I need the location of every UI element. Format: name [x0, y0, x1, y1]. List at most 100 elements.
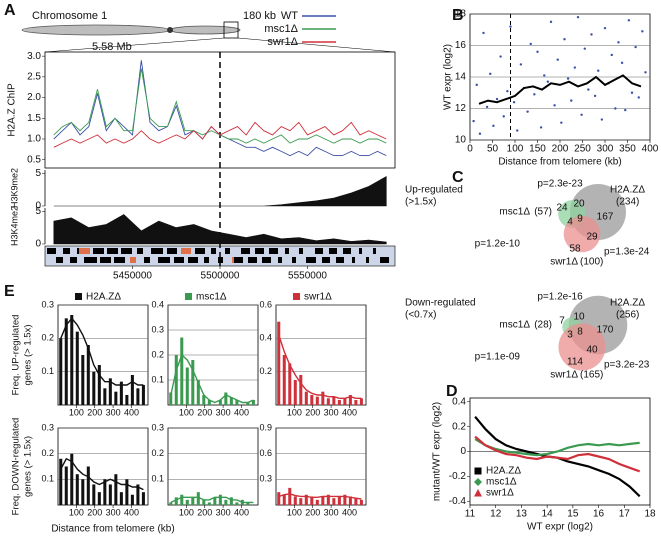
- point: [509, 25, 512, 28]
- x-tick-label: 200: [197, 507, 212, 517]
- smooth-line: [278, 334, 362, 399]
- bar: [282, 494, 286, 505]
- region-count: 4: [567, 217, 573, 228]
- legend-label: msc1Δ: [264, 23, 298, 35]
- x-tick-label: 100: [287, 407, 302, 417]
- gene: [315, 248, 323, 254]
- smooth-line: [278, 493, 362, 500]
- bar: [354, 498, 358, 505]
- x-tick-label: 300: [216, 507, 231, 517]
- bar: [81, 355, 85, 405]
- panel-label: D: [446, 383, 458, 400]
- x-tick-label: 150: [529, 144, 546, 155]
- point: [472, 119, 475, 123]
- position-label: 5.58 Mb: [92, 41, 132, 53]
- series-line: [474, 435, 641, 473]
- bar: [348, 496, 352, 505]
- bar: [337, 496, 341, 505]
- bar: [304, 494, 308, 505]
- legend-marker: [474, 478, 482, 486]
- set-size: (57): [534, 207, 552, 218]
- x-tick-label: 13: [516, 509, 528, 520]
- gene: [248, 257, 257, 263]
- point: [539, 126, 543, 129]
- bar: [293, 496, 297, 505]
- point: [475, 83, 478, 87]
- bar: [315, 396, 319, 405]
- y-tick-label: 1.0: [27, 134, 41, 145]
- set-size: (234): [616, 197, 639, 208]
- bar: [288, 363, 292, 405]
- set-name: H2A.ZΔ: [610, 185, 645, 196]
- y-tick-label: 18: [455, 9, 467, 20]
- bar: [191, 360, 195, 405]
- set-name: msc1Δ: [499, 207, 530, 218]
- bar: [277, 492, 281, 505]
- chromosome-label: Chromosome 1: [32, 10, 107, 22]
- region-count: 114: [567, 357, 583, 368]
- gene: [352, 257, 355, 263]
- bar: [299, 498, 303, 505]
- bar: [81, 479, 85, 505]
- point: [478, 132, 482, 135]
- bar: [343, 494, 347, 505]
- gene: [204, 257, 209, 263]
- point: [506, 89, 509, 93]
- point: [533, 93, 536, 96]
- bar: [235, 502, 239, 505]
- gene: [63, 248, 70, 254]
- x-tick-label: 400: [234, 407, 249, 417]
- gene: [174, 257, 184, 263]
- point: [482, 31, 485, 35]
- bar: [75, 331, 79, 405]
- gene: [292, 257, 296, 263]
- gene: [137, 248, 143, 254]
- venn-title: Down-regulated: [405, 298, 476, 309]
- bar: [114, 474, 118, 505]
- point: [485, 105, 489, 109]
- gene: [93, 248, 104, 254]
- bar: [169, 392, 173, 405]
- gene: [345, 248, 348, 254]
- x-tick-label: 50: [487, 144, 499, 155]
- gene: [70, 257, 77, 263]
- y-tick-label: 5: [35, 206, 41, 217]
- legend-marker: [474, 489, 482, 497]
- bar: [97, 365, 101, 405]
- bar: [207, 502, 211, 505]
- y-tick-label: 16: [455, 40, 467, 51]
- y-axis-title: genes (> 1.5x): [23, 325, 34, 386]
- y-tick-label: 0: [460, 446, 466, 457]
- legend-label: WT: [281, 10, 298, 22]
- y-tick-label: 0.1: [151, 474, 164, 484]
- gene: [225, 248, 230, 254]
- region-count: 8: [577, 327, 583, 338]
- point: [590, 33, 593, 36]
- point: [641, 30, 644, 33]
- y-tick-label: 0.4: [452, 396, 466, 407]
- y-tick-label: 0.2: [151, 448, 164, 458]
- x-tick-label: 100: [69, 507, 84, 517]
- y-tick-label: 0.5: [27, 154, 41, 165]
- set-size: (28): [534, 320, 552, 331]
- bar: [359, 398, 363, 405]
- smooth-line: [60, 457, 144, 491]
- point: [600, 118, 604, 121]
- y-tick-label: 0.2: [151, 349, 164, 359]
- point: [489, 72, 492, 76]
- bar: [180, 494, 184, 505]
- bar: [326, 398, 330, 405]
- x-tick-label: 300: [216, 407, 231, 417]
- gene: [299, 248, 303, 254]
- point: [549, 20, 553, 24]
- gene: [79, 248, 90, 254]
- x-tick-label: 400: [342, 407, 357, 417]
- bar: [321, 391, 325, 405]
- gene: [100, 257, 111, 263]
- bar: [136, 388, 140, 405]
- y-tick-label: 0.3: [41, 422, 54, 432]
- bar: [86, 345, 90, 405]
- bar: [246, 502, 250, 505]
- set-size: (100): [580, 257, 603, 268]
